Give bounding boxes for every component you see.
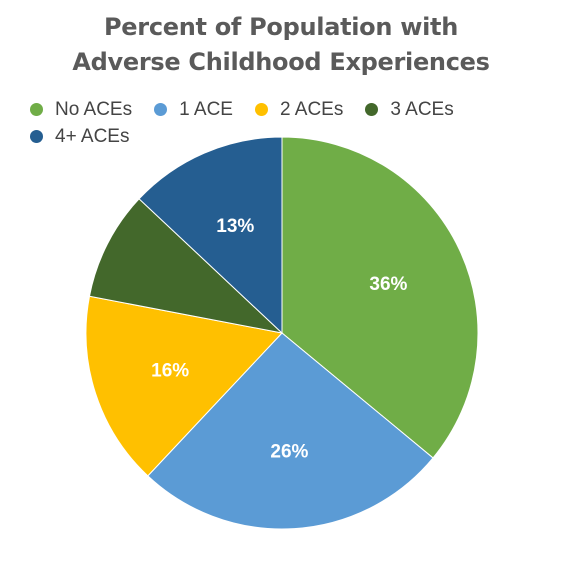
pie-slices [85,136,479,530]
chart-title-line-1: Percent of Population with [104,13,458,41]
pie-slice [88,198,284,334]
chart-legend: No ACEs 1 ACE 2 ACEs 3 ACEs 4+ ACEs [30,96,540,150]
pie-slice-label: 26% [270,441,308,462]
legend-label: 2 ACEs [279,98,344,120]
legend-swatch [365,103,379,116]
pie-slice [147,332,434,530]
chart-title-line-2: Adverse Childhood Experiences [72,48,490,76]
legend-item: 4+ ACEs [30,123,129,150]
legend-swatch [30,103,43,116]
legend-item: 3 ACEs [365,96,454,123]
chart-title: Percent of Population with Adverse Child… [0,10,562,80]
pie-slice [281,136,479,459]
pie-slice-label: 36% [369,274,407,295]
pie-slice [138,136,283,335]
legend-swatch [254,103,268,116]
legend-swatch [30,130,43,143]
pie-slice-labels: 36% 26% 16% 13% [151,216,407,462]
legend-swatch [154,103,168,116]
legend-label: 1 ACE [179,98,233,120]
legend-item: No ACEs [30,96,132,123]
legend-label: No ACEs [55,98,133,120]
pie-slice [85,295,283,477]
legend-item: 2 ACEs [254,96,344,123]
pie-slice-label: 13% [216,216,254,237]
pie-slice-label: 16% [151,360,189,381]
legend-label: 4+ ACEs [55,125,130,147]
legend-item: 1 ACE [154,96,233,123]
legend-label: 3 ACEs [390,98,454,120]
